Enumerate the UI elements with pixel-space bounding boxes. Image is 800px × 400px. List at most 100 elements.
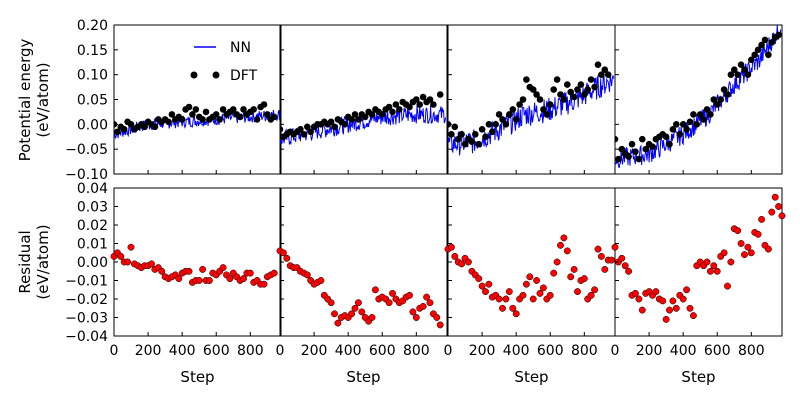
residual-point — [724, 282, 731, 290]
residual-point — [246, 269, 254, 277]
dft-point — [192, 106, 200, 113]
dft-point — [454, 135, 462, 143]
residual-point — [768, 208, 776, 216]
dft-point — [577, 81, 585, 88]
residual-point — [608, 256, 616, 264]
dft-point — [567, 88, 574, 96]
dft-point — [178, 116, 186, 123]
xtick-label: 600 — [537, 343, 564, 359]
top-panel-3 — [448, 61, 615, 156]
residual-point — [533, 277, 541, 284]
residual-point — [741, 251, 748, 259]
residual-point — [618, 254, 626, 262]
residual-point — [334, 319, 342, 327]
dft-point — [731, 66, 738, 73]
residual-point — [652, 288, 660, 296]
dft-point — [426, 96, 434, 103]
bottom-ytick-label: 0.04 — [77, 181, 108, 197]
xaxis-title-panel-3: Step — [514, 368, 548, 386]
dft-point — [355, 116, 362, 123]
top-ytick-label: −0.10 — [65, 167, 108, 183]
dft-point — [574, 86, 581, 93]
residual-point — [546, 291, 554, 299]
residual-point — [158, 267, 166, 275]
residual-point — [764, 245, 772, 253]
dft-point — [219, 106, 227, 113]
residual-point — [747, 249, 755, 257]
residual-point — [409, 308, 417, 316]
dft-point — [202, 108, 210, 116]
dft-point — [686, 118, 694, 126]
dft-point — [737, 61, 745, 68]
dft-point — [690, 111, 697, 118]
dft-point — [168, 111, 176, 118]
dft-point — [331, 123, 338, 131]
legend-dft-dot-2 — [212, 71, 220, 79]
xaxis-title-panel-2: Step — [346, 368, 380, 386]
dft-point — [492, 121, 500, 128]
dft-point — [765, 51, 772, 59]
residual-point — [686, 304, 694, 312]
dft-point — [754, 46, 762, 54]
xtick-label: 800 — [738, 343, 765, 359]
residual-point — [185, 267, 193, 275]
dft-point — [591, 83, 598, 91]
dft-point — [396, 106, 403, 113]
residual-point — [358, 308, 366, 316]
dft-point — [635, 155, 643, 163]
top-panel-2 — [280, 91, 447, 146]
dft-point — [581, 91, 588, 98]
dft-point — [120, 126, 128, 133]
dft-point — [523, 76, 530, 83]
xtick-label: 200 — [636, 343, 663, 359]
residual-point — [567, 273, 575, 281]
dft-point — [499, 116, 506, 123]
top-ytick-label: 0.20 — [77, 18, 108, 34]
residual-point — [419, 302, 427, 310]
residual-point — [127, 243, 135, 251]
dft-point — [448, 131, 455, 138]
residual-point — [638, 306, 646, 314]
legend-dft-label: DFT — [230, 68, 258, 84]
dft-point — [584, 86, 591, 93]
residual-point — [587, 291, 595, 299]
residual-point — [611, 243, 619, 251]
data-layer — [110, 25, 786, 329]
residual-point — [744, 243, 752, 251]
dft-point — [485, 121, 493, 128]
dft-point — [710, 96, 718, 103]
dft-point — [489, 128, 496, 136]
dft-point — [240, 106, 247, 113]
residual-point — [539, 284, 547, 292]
residual-point — [509, 304, 517, 312]
dft-point — [478, 126, 486, 133]
residual-point — [406, 291, 413, 299]
residual-point — [475, 275, 483, 283]
xtick-label: 200 — [469, 343, 496, 359]
dft-point — [451, 123, 459, 131]
residual-point — [270, 269, 278, 277]
dft-point — [642, 145, 649, 153]
residual-point — [669, 297, 677, 305]
residual-point — [240, 275, 247, 283]
dft-point — [546, 101, 554, 108]
nn-series-line-panel-1 — [114, 109, 281, 139]
residual-point — [720, 249, 728, 257]
dft-point — [666, 140, 673, 148]
residual-point — [771, 193, 779, 201]
residual-point — [433, 314, 441, 321]
bottom-ytick-label: 0.02 — [77, 218, 108, 234]
dft-point — [720, 86, 728, 93]
bottom-ytick-label: −0.02 — [65, 292, 108, 308]
dft-point — [639, 135, 646, 143]
dft-point — [280, 126, 284, 133]
residual-point — [635, 295, 643, 303]
residual-point — [574, 288, 581, 296]
residual-point — [594, 245, 602, 253]
residual-point — [563, 247, 571, 255]
dft-point — [700, 116, 707, 123]
dft-point — [618, 145, 626, 153]
dft-point — [506, 111, 513, 118]
dft-point — [693, 121, 701, 128]
